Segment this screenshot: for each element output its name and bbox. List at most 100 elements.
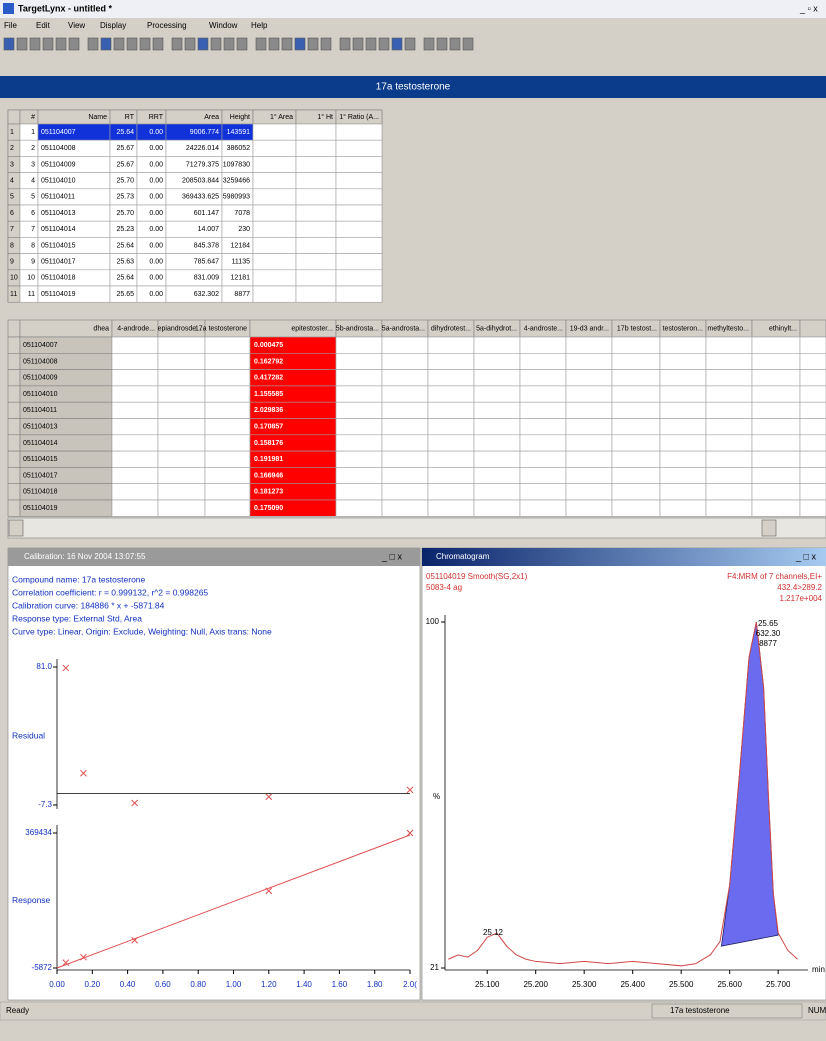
cell [335, 204, 383, 222]
toolbar-icon[interactable] [352, 37, 364, 51]
toolbar-icon[interactable] [68, 37, 80, 51]
cell [204, 450, 251, 468]
cell [204, 352, 251, 370]
cell [611, 352, 661, 370]
toolbar-icon[interactable] [210, 37, 222, 51]
status-bar [0, 1001, 826, 1021]
menu-item[interactable]: Display [100, 21, 126, 30]
toolbar-icon[interactable] [255, 37, 267, 51]
row-name: 051104009 [23, 375, 58, 382]
cell [659, 401, 707, 419]
y-tick-label: 21 [430, 963, 439, 972]
menu-item[interactable]: View [68, 21, 85, 30]
cell [565, 450, 613, 468]
column-header: epiandrosde... [158, 325, 202, 332]
toolbar-icon[interactable] [294, 37, 306, 51]
calibration-window [7, 547, 421, 1001]
cell [519, 499, 567, 517]
toolbar-icon[interactable] [404, 37, 416, 51]
cell-text: 0.00 [149, 161, 163, 168]
scroll-thumb[interactable] [761, 519, 777, 537]
scroll-left-button[interactable] [8, 519, 24, 537]
cell [565, 418, 613, 436]
cell [659, 336, 707, 354]
cell [252, 139, 297, 157]
toolbar-icon[interactable] [3, 37, 15, 51]
column-header: methyltesto... [707, 325, 749, 332]
toolbar-icon[interactable] [378, 37, 390, 51]
cell [799, 483, 826, 501]
toolbar-icon[interactable] [268, 37, 280, 51]
menu-item[interactable]: Edit [36, 21, 51, 30]
row-number: 4 [10, 178, 14, 185]
cell [565, 369, 613, 387]
y-tick-label: 81.0 [36, 662, 52, 671]
cell [335, 418, 383, 436]
cell [519, 467, 567, 484]
toolbar-icon[interactable] [113, 37, 125, 51]
cell-text: 386052 [227, 145, 250, 152]
cell [381, 401, 429, 419]
cell [157, 483, 206, 501]
cell-text: 11 [28, 291, 35, 298]
cell-text: 25.67 [116, 161, 134, 168]
chromatogram-title: Chromatogram [436, 552, 490, 561]
toolbar-icon[interactable] [423, 37, 435, 51]
cell [751, 401, 801, 419]
cell [335, 156, 383, 173]
window-controls[interactable]: _ □ x [795, 551, 816, 561]
toolbar-icon[interactable] [365, 37, 377, 51]
cell-text: 051104019 [41, 291, 76, 298]
row-number: 8 [10, 242, 14, 249]
cell [157, 385, 206, 403]
ratio-value: 0.191981 [254, 456, 283, 463]
cell [335, 467, 383, 484]
toolbar-icon[interactable] [223, 37, 235, 51]
toolbar-icon[interactable] [55, 37, 67, 51]
cell [335, 483, 383, 501]
toolbar-icon[interactable] [139, 37, 151, 51]
window-controls[interactable]: _ ▫ x [799, 3, 818, 13]
toolbar-icon[interactable] [462, 37, 474, 51]
data-point [62, 664, 70, 672]
toolbar-icon[interactable] [16, 37, 28, 51]
toolbar-icon[interactable] [339, 37, 351, 51]
toolbar-icon[interactable] [42, 37, 54, 51]
cell [252, 237, 297, 254]
data-point [406, 829, 414, 837]
toolbar-icon[interactable] [320, 37, 332, 51]
toolbar-icon[interactable] [152, 37, 164, 51]
toolbar-icon[interactable] [126, 37, 138, 51]
toolbar-icon[interactable] [87, 37, 99, 51]
toolbar-icon[interactable] [449, 37, 461, 51]
ratio-value: 0.181273 [254, 489, 283, 496]
menu-item[interactable]: Help [251, 21, 268, 30]
row-name: 051104010 [23, 391, 58, 398]
toolbar-icon[interactable] [281, 37, 293, 51]
toolbar-icon[interactable] [197, 37, 209, 51]
cell [381, 385, 429, 403]
toolbar-icon[interactable] [29, 37, 41, 51]
menu-item[interactable]: Window [209, 21, 238, 30]
cell [611, 450, 661, 468]
toolbar-icon[interactable] [100, 37, 112, 51]
window-controls[interactable]: _ □ x [381, 551, 402, 561]
menu-item[interactable]: File [4, 21, 17, 30]
cell [295, 269, 337, 287]
header-cell [7, 319, 21, 338]
cell-text: 051104007 [41, 129, 76, 136]
toolbar-icon[interactable] [171, 37, 183, 51]
toolbar-icon[interactable] [436, 37, 448, 51]
cell-text: 051104011 [41, 194, 75, 201]
toolbar-icon[interactable] [184, 37, 196, 51]
toolbar-icon[interactable] [391, 37, 403, 51]
cell [751, 499, 801, 517]
column-header: ethinylt... [769, 325, 797, 332]
toolbar-icon[interactable] [307, 37, 319, 51]
cell [111, 467, 159, 484]
cell-text: 1 [31, 129, 35, 136]
toolbar-icon[interactable] [236, 37, 248, 51]
axis-label: Residual [12, 730, 45, 740]
menu-item[interactable]: Processing [147, 21, 187, 30]
